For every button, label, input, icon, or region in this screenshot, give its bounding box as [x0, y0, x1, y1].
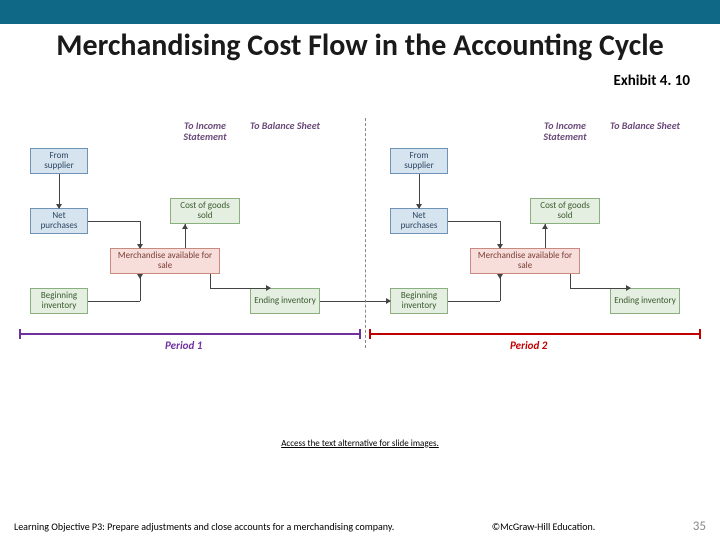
flow-arrow — [88, 301, 140, 302]
flow-arrow — [88, 221, 140, 222]
column-header: To Income Statement — [170, 120, 240, 142]
flow-box-from2: From supplier — [390, 148, 448, 174]
page-number: 35 — [693, 519, 706, 534]
flow-box-merch1: Merchandise available for sale — [110, 248, 220, 274]
arrow-head — [182, 224, 188, 229]
text-alternative-link[interactable]: Access the text alternative for slide im… — [0, 438, 720, 449]
flow-box-cogs2: Cost of goods sold — [530, 198, 600, 224]
timeline-cap — [699, 329, 701, 339]
flow-box-net2: Net purchases — [390, 208, 448, 234]
flow-box-end2: Ending inventory — [610, 288, 680, 314]
timeline-segment — [370, 333, 700, 335]
timeline-label: Period 2 — [510, 339, 547, 352]
flow-arrow — [448, 301, 500, 302]
flow-arrow — [210, 288, 270, 289]
flow-diagram: To Income Statement To Balance Sheet To In… — [10, 118, 710, 378]
learning-objective: Learning Objective P3: Prepare adjustmen… — [14, 520, 394, 533]
arrow-head — [626, 285, 631, 291]
timeline-label: Period 1 — [165, 339, 202, 352]
footer-bar: Learning Objective P3: Prepare adjustmen… — [0, 519, 720, 534]
arrow-head — [137, 244, 143, 249]
flow-arrow — [570, 288, 630, 289]
arrow-head — [266, 285, 271, 291]
exhibit-label: Exhibit 4. 10 — [0, 64, 720, 90]
top-banner — [0, 0, 720, 24]
arrow-head — [56, 204, 62, 209]
timeline-cap — [359, 329, 361, 339]
column-header: To Balance Sheet — [250, 120, 320, 131]
flow-box-net1: Net purchases — [30, 208, 88, 234]
flow-arrow — [419, 174, 420, 208]
arrow-head — [386, 298, 391, 304]
column-header: To Balance Sheet — [610, 120, 680, 131]
timeline-segment — [20, 333, 360, 335]
flow-box-cogs1: Cost of goods sold — [170, 198, 240, 224]
column-header: To Income Statement — [530, 120, 600, 142]
flow-box-beg1: Beginning inventory — [30, 288, 88, 314]
flow-arrow — [448, 221, 500, 222]
flow-arrow — [320, 301, 390, 302]
flow-arrow — [570, 274, 571, 288]
flow-box-merch2: Merchandise available for sale — [470, 248, 580, 274]
page-title: Merchandising Cost Flow in the Accountin… — [0, 24, 720, 64]
arrow-head — [416, 204, 422, 209]
flow-box-beg2: Beginning inventory — [390, 288, 448, 314]
flow-box-from1: From supplier — [30, 148, 88, 174]
arrow-head — [137, 274, 143, 279]
arrow-head — [497, 244, 503, 249]
timeline-cap — [19, 329, 21, 339]
flow-box-end1: Ending inventory — [250, 288, 320, 314]
flow-arrow — [210, 274, 211, 288]
copyright-text: ©McGraw-Hill Education. — [492, 520, 596, 533]
flow-arrow — [59, 174, 60, 208]
arrow-head — [542, 224, 548, 229]
period-divider — [365, 118, 366, 348]
timeline-cap — [369, 329, 371, 339]
arrow-head — [497, 274, 503, 279]
